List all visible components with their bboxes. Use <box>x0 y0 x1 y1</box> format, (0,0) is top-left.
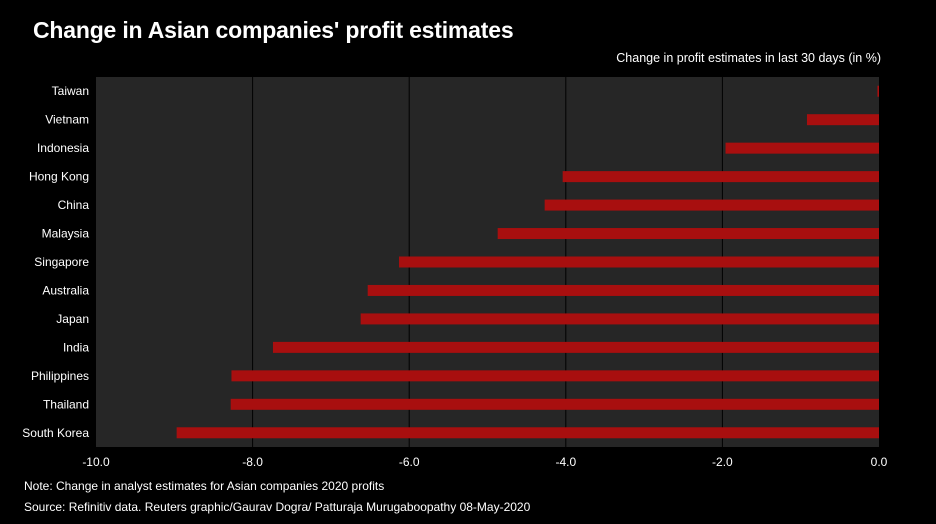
bar-japan <box>360 313 879 325</box>
category-label: Philippines <box>31 369 89 383</box>
bar-indonesia <box>725 142 879 154</box>
category-label: Japan <box>56 312 89 326</box>
category-label: China <box>58 198 90 212</box>
category-label: Taiwan <box>52 84 89 98</box>
source-credit: Source: Refinitiv data. Reuters graphic/… <box>24 500 531 514</box>
category-label: Hong Kong <box>29 170 89 184</box>
bar-vietnam <box>806 114 879 126</box>
bar-india <box>272 341 879 353</box>
bar-thailand <box>230 398 879 410</box>
bar-malaysia <box>497 228 879 240</box>
category-labels: Taiwan Vietnam Indonesia Hong Kong China Mala… <box>22 84 89 440</box>
category-label: Singapore <box>34 255 89 269</box>
bar-china <box>544 199 879 211</box>
x-tick-label: -2.0 <box>712 455 733 469</box>
bar-taiwan <box>877 85 879 97</box>
category-label: Thailand <box>43 397 89 411</box>
category-label: Malaysia <box>42 227 90 241</box>
category-label: India <box>63 340 89 354</box>
bar-hong-kong <box>562 171 879 183</box>
x-tick-label: -4.0 <box>555 455 576 469</box>
x-axis-ticks: -10.0 -8.0 -6.0 -4.0 -2.0 0.0 <box>82 455 887 469</box>
bars <box>176 85 880 439</box>
category-label: Australia <box>42 283 89 297</box>
x-tick-label: -10.0 <box>82 455 110 469</box>
x-tick-label: -6.0 <box>399 455 420 469</box>
chart-title: Change in Asian companies' profit estima… <box>33 17 514 43</box>
bar-philippines <box>231 370 880 382</box>
footnote: Note: Change in analyst estimates for As… <box>24 479 385 493</box>
category-label: Vietnam <box>45 113 89 127</box>
x-tick-label: 0.0 <box>871 455 888 469</box>
bar-singapore <box>399 256 879 268</box>
x-tick-label: -8.0 <box>242 455 263 469</box>
chart-subtitle: Change in profit estimates in last 30 da… <box>616 51 881 65</box>
bar-south-korea <box>176 427 880 439</box>
category-label: South Korea <box>22 426 89 440</box>
category-label: Indonesia <box>37 141 89 155</box>
bar-australia <box>367 284 879 296</box>
